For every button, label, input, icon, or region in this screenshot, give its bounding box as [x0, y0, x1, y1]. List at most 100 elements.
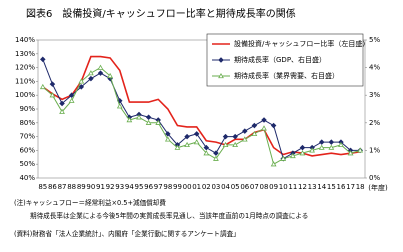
marker — [145, 114, 152, 121]
marker — [270, 122, 277, 129]
x-tick-label: 96 — [144, 183, 153, 191]
marker — [184, 141, 190, 148]
marker — [165, 131, 171, 137]
marker — [261, 117, 267, 123]
x-tick-label: 87 — [58, 183, 67, 191]
x-tick-label: 12 — [298, 183, 307, 191]
marker — [213, 150, 219, 156]
y-tick-label: 90% — [19, 105, 35, 113]
marker — [222, 141, 229, 148]
x-tick-label: 05 — [231, 183, 240, 191]
marker — [318, 144, 325, 150]
marker — [116, 103, 123, 109]
marker — [203, 150, 210, 156]
marker — [136, 114, 142, 120]
x-tick-label: 97 — [154, 183, 163, 191]
y-tick-label: 140% — [15, 36, 35, 44]
series-line — [42, 59, 361, 160]
x-tick-label: 99 — [173, 183, 182, 191]
marker — [59, 100, 65, 107]
series-line — [42, 55, 361, 157]
legend-box — [206, 33, 364, 87]
marker — [232, 133, 238, 140]
marker — [251, 122, 258, 129]
series-line — [42, 66, 361, 165]
y2-tick-label: 3% — [369, 91, 380, 99]
y-tick-label: 40% — [19, 174, 35, 182]
x-tick-label: 91 — [96, 183, 105, 191]
x-tick-label: 03 — [211, 183, 220, 191]
marker — [251, 130, 258, 136]
marker — [309, 147, 315, 153]
x-tick-label: 98 — [163, 183, 172, 191]
marker — [49, 92, 56, 98]
note: (注)キャッシュフロー＝経常利益×0.5+減価償却費 — [14, 198, 166, 207]
y2-tick-label: 1% — [369, 146, 380, 154]
marker — [213, 155, 219, 161]
marker — [174, 144, 181, 150]
x-tick-label: 11 — [288, 183, 297, 191]
x-tick-label: 02 — [202, 183, 211, 191]
x-tick-label: 07 — [250, 183, 259, 191]
x-tick-label: 17 — [346, 183, 355, 191]
marker — [222, 133, 229, 140]
y-tick-label: 70% — [19, 133, 35, 141]
marker — [242, 128, 248, 134]
x-tick-label: 86 — [48, 183, 57, 191]
marker — [357, 147, 364, 153]
marker — [59, 108, 65, 114]
x-tick-label: 95 — [135, 183, 144, 191]
x-tick-label: 88 — [67, 183, 76, 191]
marker — [78, 84, 85, 90]
marker — [68, 97, 75, 103]
marker — [49, 81, 56, 87]
marker — [97, 64, 104, 70]
x-tick-label: 13 — [308, 183, 317, 191]
y-tick-label: 50% — [19, 160, 35, 168]
marker — [299, 144, 306, 151]
marker — [338, 141, 344, 148]
legend-marker — [218, 72, 224, 79]
marker — [155, 119, 162, 125]
legend-marker — [218, 57, 224, 63]
legend-label: 期待成長率（GDP、右目盛） — [234, 55, 326, 64]
x-tick-label: 10 — [279, 183, 288, 191]
x-tick-label: 00 — [183, 183, 192, 191]
marker — [78, 78, 85, 84]
x-tick-label: 08 — [260, 183, 269, 191]
x-tick-label: 09 — [269, 183, 278, 191]
marker — [88, 75, 94, 82]
marker — [328, 144, 335, 150]
x-tick-label: 04 — [221, 183, 230, 191]
marker — [318, 139, 325, 145]
y-tick-label: 60% — [19, 146, 35, 154]
marker — [88, 70, 94, 76]
marker — [107, 72, 114, 79]
marker — [193, 131, 200, 137]
legend-label: 期待成長率（業界需要、右目盛） — [234, 71, 339, 80]
x-tick-label: 90 — [86, 183, 95, 191]
x-tick-label: 18 — [356, 183, 365, 191]
marker — [280, 155, 287, 161]
x-tick-label: 93 — [115, 183, 124, 191]
marker — [232, 141, 239, 148]
marker — [193, 139, 200, 145]
y-tick-label: 130% — [15, 50, 35, 58]
chart-title: 図表6 設備投資/キャッシュフロー比率と期待成長率の関係 — [26, 7, 296, 20]
marker — [68, 92, 75, 98]
note: 期待成長率は企業による今後5年間の実質成長率見通し、当該年度直前の1月時点の調査… — [30, 211, 308, 220]
x-tick-label: 89 — [77, 183, 86, 191]
marker — [40, 56, 46, 63]
marker — [241, 136, 248, 142]
marker — [39, 83, 46, 90]
marker — [299, 150, 306, 156]
x-tick-label: 06 — [240, 183, 249, 191]
marker — [261, 125, 267, 131]
y2-tick-label: 2% — [369, 119, 380, 127]
x-tick-label: 14 — [317, 183, 326, 191]
y-tick-label: 80% — [19, 119, 35, 127]
x-tick-label: 92 — [106, 183, 115, 191]
x-tick-label: 94 — [125, 183, 134, 191]
y-tick-label: 120% — [15, 64, 35, 72]
